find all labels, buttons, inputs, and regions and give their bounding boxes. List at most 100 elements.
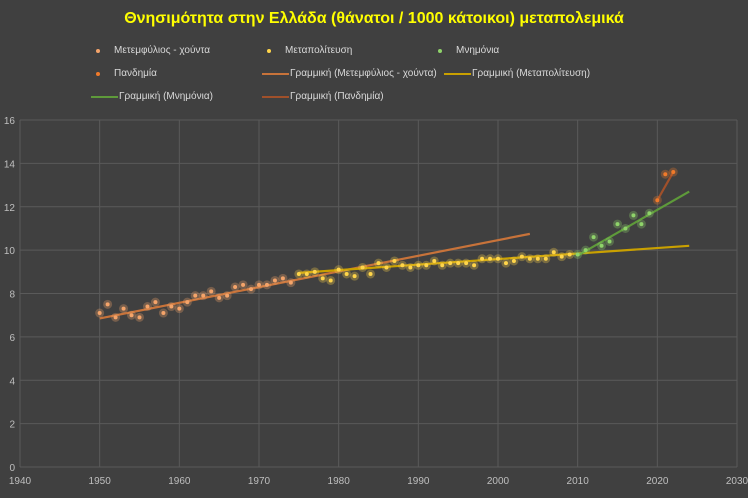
data-point [352, 274, 357, 279]
chart-title: Θνησιμότητα στην Ελλάδα (θάνατοι / 1000 … [124, 10, 624, 27]
data-point [336, 267, 341, 272]
legend-item: Μεταπολίτευση [259, 45, 352, 56]
data-point [105, 302, 110, 307]
x-tick-label: 2030 [726, 476, 748, 487]
data-point [312, 269, 317, 274]
data-point [217, 295, 222, 300]
trendline [99, 232, 531, 320]
data-point [257, 282, 261, 287]
legend-marker-icon [267, 48, 271, 53]
data-point [185, 300, 190, 305]
data-point [97, 311, 102, 316]
legend-item: Γραμμική (Πανδημία) [262, 91, 384, 102]
data-point [320, 276, 325, 281]
y-tick-label: 12 [4, 203, 16, 214]
legend-marker-icon [96, 71, 100, 76]
data-point [424, 263, 429, 268]
x-tick-label: 2010 [567, 476, 590, 487]
data-point [607, 239, 612, 244]
x-tick-label: 1950 [89, 476, 112, 487]
data-point [591, 235, 596, 240]
data-point [527, 256, 532, 261]
data-point [384, 265, 389, 270]
legend-item: Πανδημία [88, 68, 157, 79]
data-point [671, 170, 676, 175]
data-point [400, 263, 405, 268]
data-point [296, 271, 301, 276]
x-tick-label: 1940 [9, 476, 32, 487]
data-point [225, 293, 230, 298]
legend-marker-icon [438, 48, 442, 53]
y-tick-label: 6 [9, 333, 15, 344]
data-point [376, 261, 381, 266]
legend-line-icon [444, 72, 471, 75]
legend-line-icon [262, 95, 289, 98]
data-point [121, 306, 126, 311]
data-point [599, 243, 604, 248]
data-point [472, 263, 477, 268]
data-point [647, 211, 652, 216]
data-point [488, 256, 493, 261]
data-point [129, 313, 134, 318]
data-point [137, 315, 142, 320]
data-point [264, 282, 269, 287]
trendline [656, 171, 675, 201]
data-point [177, 306, 182, 311]
data-point [209, 289, 214, 294]
x-tick-label: 2000 [487, 476, 510, 487]
data-point [392, 258, 397, 263]
data-point [416, 263, 421, 268]
data-point [288, 280, 293, 285]
data-point [280, 276, 285, 281]
data-point [655, 198, 660, 203]
data-point [169, 304, 174, 309]
data-point [559, 254, 564, 259]
y-tick-label: 16 [4, 116, 16, 127]
data-point [440, 263, 445, 268]
legend-label: Μετεμφύλιος - χούντα [114, 45, 211, 56]
data-point [503, 261, 508, 266]
legend-item: Μετεμφύλιος - χούντα [88, 45, 210, 56]
data-point [328, 278, 333, 283]
x-tick-label: 2020 [646, 476, 669, 487]
data-point [153, 300, 158, 305]
data-point [145, 304, 150, 309]
x-tick-label: 1980 [328, 476, 351, 487]
data-point [368, 271, 373, 276]
data-point [344, 271, 349, 276]
y-tick-label: 8 [9, 290, 15, 301]
data-point [113, 315, 118, 320]
data-point [535, 256, 540, 261]
data-point [304, 271, 309, 276]
legend-label: Γραμμική (Πανδημία) [290, 91, 384, 102]
data-point [663, 172, 668, 177]
y-tick-label: 0 [9, 463, 15, 474]
data-point [464, 261, 469, 266]
trendline [577, 190, 690, 257]
data-point [456, 261, 461, 266]
data-point [583, 248, 588, 253]
data-point [639, 222, 644, 227]
data-point [511, 258, 516, 263]
legend-label: Γραμμική (Μετεμφύλιος - χούντα) [290, 68, 437, 79]
y-tick-label: 10 [4, 246, 16, 257]
data-point [241, 282, 246, 287]
data-point [543, 256, 548, 261]
legend-label: Μεταπολίτευση [285, 45, 353, 56]
data-point [448, 261, 453, 266]
data-point [623, 226, 628, 231]
legend-line-icon [91, 95, 118, 98]
data-point [272, 278, 277, 283]
data-point [631, 213, 636, 218]
y-tick-label: 2 [9, 420, 15, 431]
legend-item: Γραμμική (Μετεμφύλιος - χούντα) [262, 68, 437, 79]
legend-label: Μνημόνια [456, 45, 500, 56]
data-point [233, 284, 238, 289]
data-point [519, 254, 524, 259]
x-tick-label: 1990 [407, 476, 430, 487]
data-point [161, 311, 166, 316]
legend-label: Γραμμική (Μεταπολίτευση) [472, 68, 591, 79]
y-tick-label: 14 [4, 159, 16, 170]
